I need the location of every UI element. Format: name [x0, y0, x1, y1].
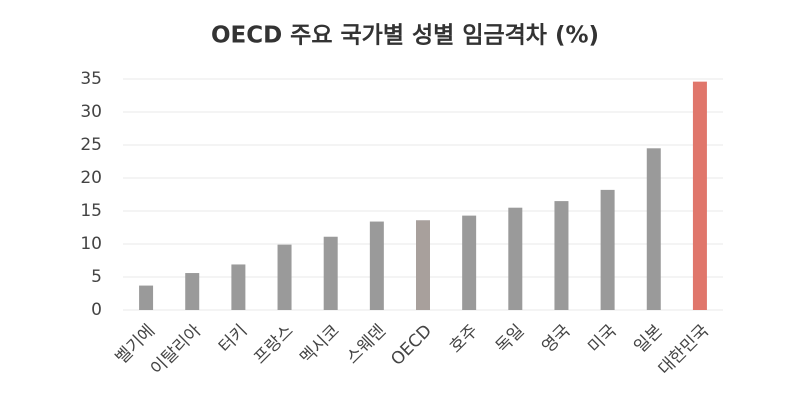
bar — [277, 244, 292, 310]
bar — [139, 285, 154, 310]
y-tick-label: 10 — [80, 234, 102, 254]
x-tick-label: 호주 — [446, 321, 482, 357]
y-tick-label: 15 — [80, 201, 102, 221]
bar — [323, 236, 338, 310]
bar — [462, 215, 477, 310]
bar — [554, 201, 569, 310]
y-tick-label: 5 — [91, 267, 102, 287]
bar — [646, 148, 661, 310]
x-tick-label: 스웨덴 — [343, 321, 390, 368]
x-tick-label: 일본 — [631, 321, 667, 357]
x-tick-label: 이탈리아 — [147, 321, 206, 380]
bar — [231, 264, 246, 310]
bar — [508, 207, 523, 310]
x-tick-label: 터키 — [215, 321, 251, 357]
x-tick-label: 미국 — [584, 321, 620, 357]
bar — [416, 220, 430, 310]
bar — [692, 81, 707, 310]
bar — [369, 221, 384, 310]
y-tick-label: 0 — [91, 300, 102, 320]
bar — [185, 273, 200, 310]
y-tick-label: 35 — [80, 69, 102, 89]
x-tick-label: 프랑스 — [250, 321, 297, 368]
y-tick-label: 20 — [80, 168, 102, 188]
x-tick-label: 멕시코 — [296, 321, 343, 368]
y-tick-label: 25 — [80, 135, 102, 155]
bar — [600, 189, 615, 310]
x-tick-label: 영국 — [538, 321, 574, 357]
x-tick-label: OECD — [387, 321, 436, 370]
chart-title: OECD 주요 국가별 성별 임금격차 (%) — [211, 23, 599, 49]
x-tick-label: 대한민국 — [655, 321, 713, 379]
x-tick-label: 독일 — [492, 321, 528, 357]
y-tick-label: 30 — [80, 102, 102, 122]
